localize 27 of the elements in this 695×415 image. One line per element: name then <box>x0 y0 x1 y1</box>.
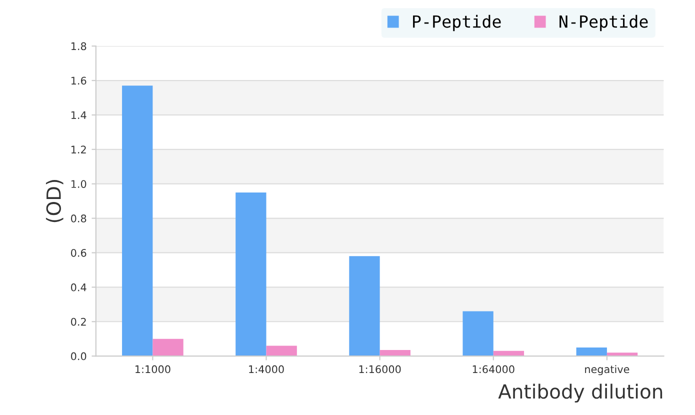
x-tick-label: 1:16000 <box>359 365 401 374</box>
y-tick-label: 1.0 <box>71 180 86 188</box>
bar <box>152 338 184 356</box>
y-tick-label: 0.2 <box>71 318 86 326</box>
legend-label: N-Peptide <box>560 14 648 32</box>
bar <box>576 347 607 356</box>
y-axis-title: (OD) <box>46 180 64 222</box>
y-tick-label: 0.0 <box>71 352 86 360</box>
bar <box>236 192 266 356</box>
bar <box>349 256 380 356</box>
y-tick-label: 0.4 <box>71 283 86 292</box>
y-tick-label: 0.8 <box>71 214 86 222</box>
bar <box>122 86 153 356</box>
x-tick-label: 1:1000 <box>136 365 170 374</box>
y-tick-label: 1.4 <box>71 111 86 119</box>
bar <box>380 350 410 356</box>
x-axis-title: Antibody dilution <box>498 384 662 403</box>
y-tick-label: 1.2 <box>71 146 86 154</box>
y-tick-label: 1.8 <box>71 42 86 50</box>
x-tick-label: 1:64000 <box>472 365 514 374</box>
legend-label: P-Peptide <box>413 14 501 32</box>
y-tick-label: 0.6 <box>71 248 86 257</box>
x-tick-label: negative <box>585 365 630 376</box>
bar <box>266 346 297 356</box>
x-tick-label: 1:4000 <box>249 365 284 374</box>
y-tick-label: 1.6 <box>71 76 86 85</box>
bar <box>462 311 494 356</box>
